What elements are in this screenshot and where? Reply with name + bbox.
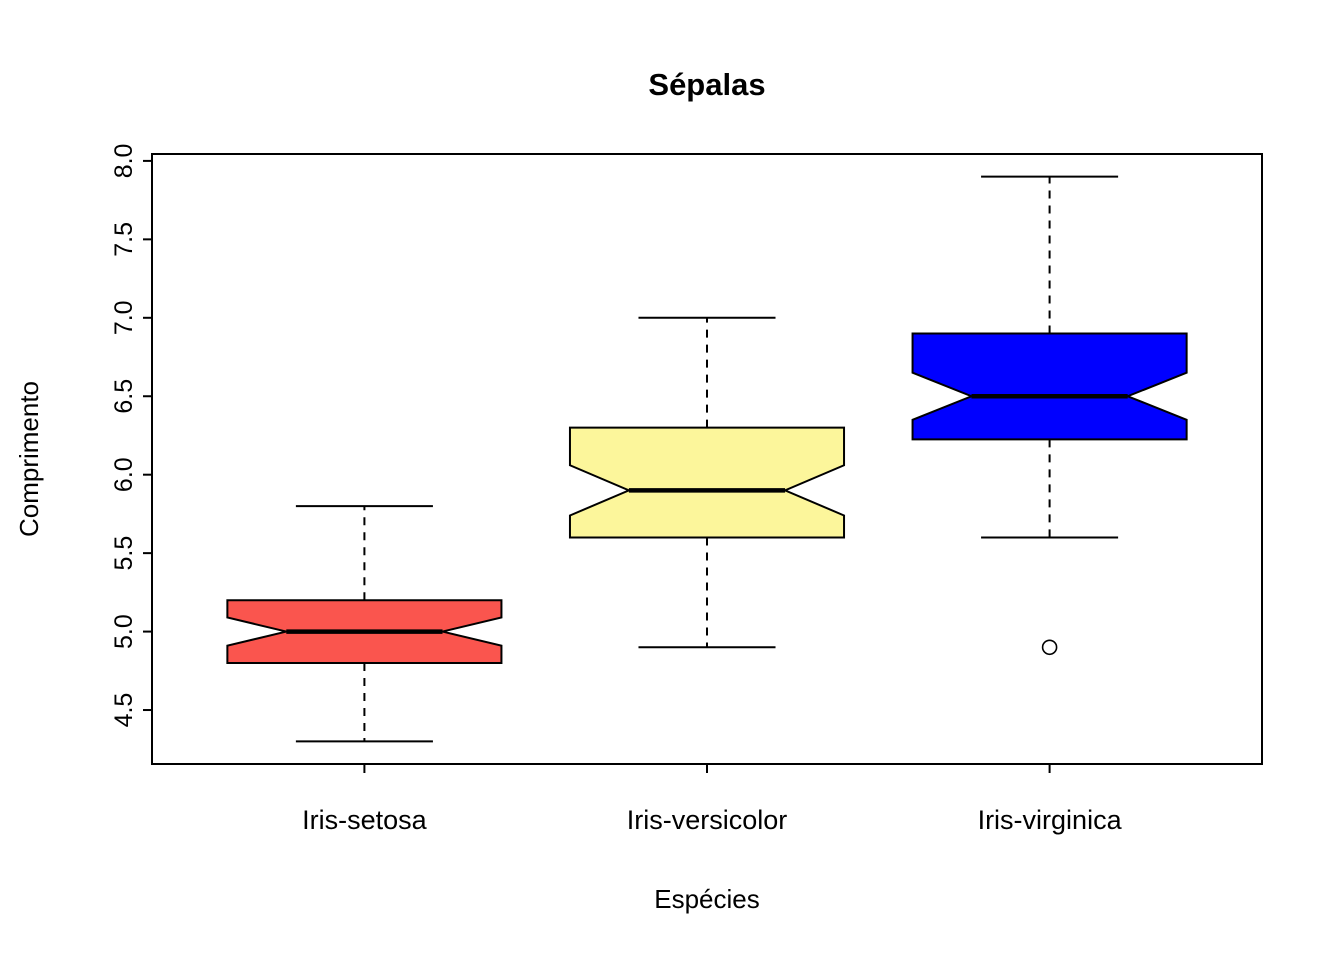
x-tick-label: Iris-setosa <box>302 805 428 835</box>
y-tick-label: 7.5 <box>110 222 138 257</box>
y-tick-label: 5.0 <box>110 614 138 649</box>
y-tick-label: 6.0 <box>110 457 138 492</box>
y-tick-label: 4.5 <box>110 693 138 728</box>
x-tick-label: Iris-versicolor <box>627 805 788 835</box>
y-tick-label: 7.0 <box>110 300 138 335</box>
y-tick-label: 5.5 <box>110 536 138 571</box>
x-tick-label: Iris-virginica <box>978 805 1123 835</box>
outlier-point <box>1041 639 1058 656</box>
y-tick-label: 6.5 <box>110 379 138 414</box>
box-iris-versicolor <box>568 426 846 539</box>
y-axis-title: Comprimento <box>14 381 44 537</box>
plot-layer: 4.5 5.0 5.5 6.0 6.5 7.0 7.5 8.0 Iris-setosa Iris-… <box>110 144 1263 835</box>
box-iris-virginica <box>911 332 1188 441</box>
x-axis-title: Espécies <box>654 884 760 914</box>
y-tick-label: 8.0 <box>110 144 138 179</box>
chart-title: Sépalas <box>648 67 765 102</box>
